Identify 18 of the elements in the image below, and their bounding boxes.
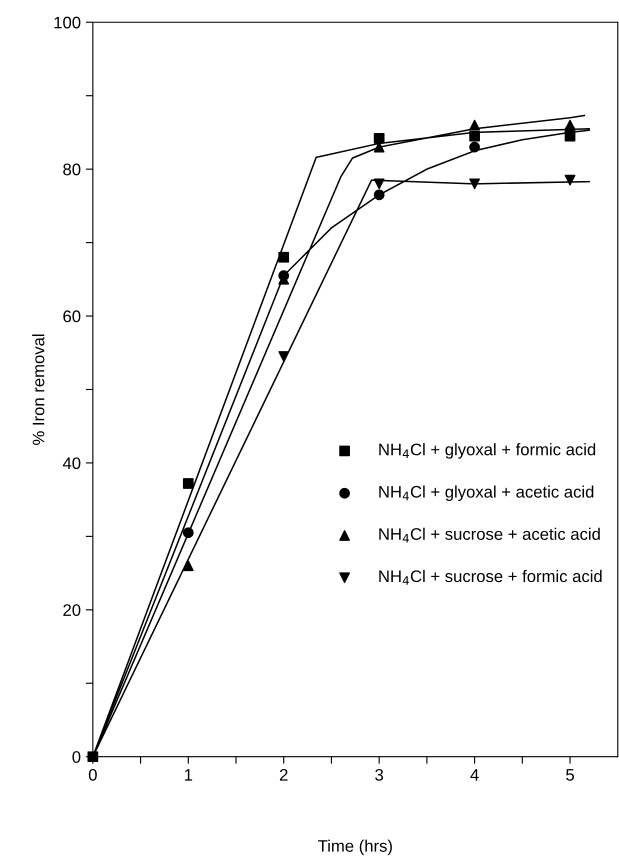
x-axis-title: Time (hrs)	[318, 840, 392, 856]
y-tick-label: 40	[62, 457, 80, 470]
x-tick-label: 3	[375, 768, 384, 781]
x-tick-label: 5	[566, 769, 574, 781]
x-tick-label: 2	[280, 768, 288, 781]
y-tick-label: 80	[63, 164, 80, 176]
legend-label: NH$_{4}$Cl + glyoxal + acetic acid	[379, 485, 594, 502]
legend-label: NH$_{4}$Cl + glyoxal + formic acid	[379, 443, 596, 459]
x-tick-label: 1	[184, 769, 192, 781]
legend-label: NH$_{4}$Cl + sucrose + acetic acid	[379, 528, 600, 543]
x-tick-label: 4	[470, 769, 479, 781]
y-tick-label: 60	[63, 310, 80, 322]
y-tick-label: 0	[72, 751, 80, 763]
y-tick-label: 100	[54, 16, 80, 28]
y-tick-label: 20	[63, 604, 80, 616]
legend-label: NH$_{4}$Cl + sucrose + formic acid	[379, 570, 602, 585]
y-axis-title: % Iron removal	[32, 334, 44, 445]
x-tick-label: 0	[88, 768, 97, 781]
